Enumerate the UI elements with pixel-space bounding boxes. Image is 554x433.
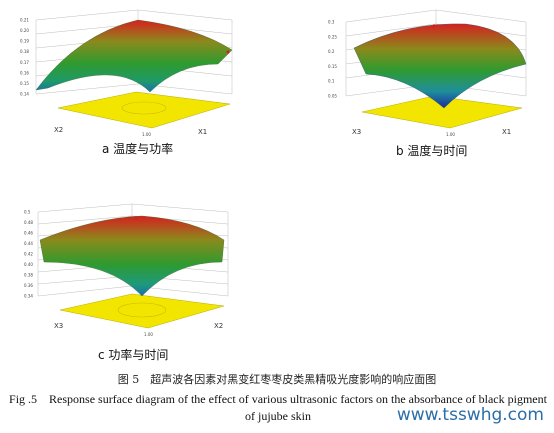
z-tick-label: 0.19 [20, 39, 29, 44]
z-tick-label: 0.16 [20, 70, 29, 75]
response-surface-c [39, 215, 225, 297]
z-tick-label: 0.36 [24, 283, 33, 288]
floor-b [361, 95, 523, 129]
z-tick-label: 0.18 [20, 49, 29, 54]
z-tick-label: 0.21 [20, 18, 29, 23]
floor-contour-a [121, 101, 167, 115]
z-ticks-a: 0.21 0.20 0.19 0.18 0.17 0.16 0.15 0.14 [20, 18, 29, 97]
surface-chart-b: 0.3 0.25 0.2 0.15 0.1 0.05 X1 X3 1.00 [328, 9, 527, 137]
z-tick-label: 0.17 [20, 60, 29, 65]
chart-panel-a: 0.21 0.20 0.19 0.18 0.17 0.16 0.15 0.14 X1 X2 1… [18, 4, 250, 156]
surface-peak-a [226, 50, 230, 54]
z-ticks-c: 0.5 0.48 0.46 0.44 0.42 0.40 0.38 0.36 0.34 [24, 210, 33, 299]
figure-caption-english: Fig .5 Response surface diagram of the e… [9, 392, 547, 423]
x-axis-tick-c: 1.00 [144, 332, 153, 337]
x-axis-label-c: X2 [214, 322, 223, 330]
y-axis-label-b: X3 [352, 128, 361, 136]
z-tick-label: 0.15 [20, 81, 29, 86]
y-axis-label-a: X2 [54, 126, 63, 134]
z-tick-label: 0.42 [24, 252, 33, 257]
response-surface-b [353, 23, 527, 109]
z-tick-label: 0.14 [20, 92, 29, 97]
y-axis-label-c: X3 [54, 322, 63, 330]
z-tick-label: 0.25 [328, 34, 337, 39]
z-tick-label: 0.34 [24, 294, 33, 299]
x-axis-tick-a: 1.00 [142, 132, 151, 137]
z-tick-label: 0.3 [328, 20, 335, 25]
x-axis-label-a: X1 [198, 128, 207, 136]
z-tick-label: 0.44 [24, 241, 33, 246]
z-tick-label: 0.15 [328, 64, 337, 69]
surface-chart-c: 0.5 0.48 0.46 0.44 0.42 0.40 0.38 0.36 0.34 X2 X… [24, 203, 229, 337]
z-tick-label: 0.20 [20, 28, 29, 33]
z-tick-label: 0.38 [24, 273, 33, 278]
z-tick-label: 0.05 [328, 94, 337, 99]
surface-peak-c [134, 216, 138, 220]
chart-panel-c: 0.5 0.48 0.46 0.44 0.42 0.40 0.38 0.36 0.34 X2 X… [24, 200, 244, 362]
z-tick-label: 0.46 [24, 231, 33, 236]
floor-a [57, 91, 231, 129]
chart-panel-b: 0.3 0.25 0.2 0.15 0.1 0.05 X1 X3 1.00 b 温度与时间 [326, 4, 546, 158]
z-tick-label: 0.2 [328, 49, 335, 54]
subtitle-c: c 功率与时间 [98, 348, 169, 362]
z-tick-label: 0.48 [24, 220, 33, 225]
x-axis-label-b: X1 [502, 128, 511, 136]
subtitle-a: a 温度与功率 [102, 142, 174, 156]
surface-peak-b [432, 24, 436, 28]
response-surface-a [35, 19, 233, 93]
x-axis-tick-b: 1.00 [446, 132, 455, 137]
floor-c [59, 293, 225, 329]
subtitle-b: b 温度与时间 [396, 144, 468, 158]
watermark: www.tsswhg.com [396, 405, 544, 425]
surface-chart-a: 0.21 0.20 0.19 0.18 0.17 0.16 0.15 0.14 X1 X2 1… [20, 9, 233, 137]
z-tick-label: 0.40 [24, 262, 33, 267]
z-ticks-b: 0.3 0.25 0.2 0.15 0.1 0.05 [328, 20, 337, 99]
figure-caption-chinese: 图 5 超声波各因素对黑变红枣枣皮类黑精吸光度影响的响应面图 [117, 373, 437, 386]
floor-contour-c [117, 302, 167, 318]
z-tick-label: 0.1 [328, 79, 335, 84]
z-tick-label: 0.5 [24, 210, 31, 215]
